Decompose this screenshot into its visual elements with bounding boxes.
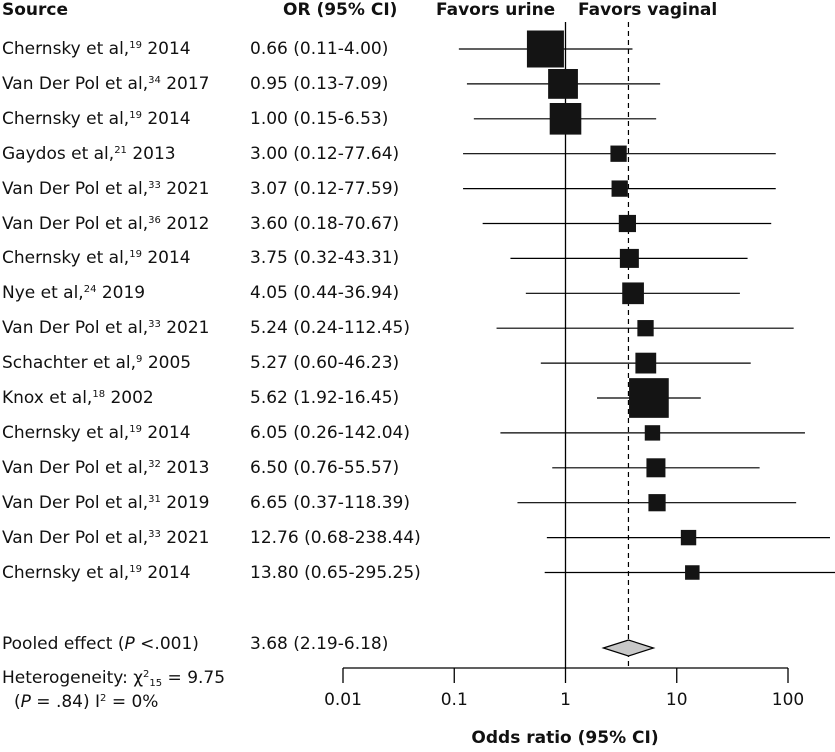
study-weight-square bbox=[610, 145, 627, 162]
x-tick-label: 1 bbox=[560, 690, 571, 710]
x-tick-label: 100 bbox=[771, 690, 805, 710]
study-source: Chernsky et al,19 2014 bbox=[2, 108, 191, 129]
study-source: Van Der Pol et al,34 2017 bbox=[2, 73, 210, 94]
study-or-ci: 13.80 (0.65-295.25) bbox=[250, 562, 421, 583]
study-or-ci: 1.00 (0.15-6.53) bbox=[250, 108, 389, 129]
study-or-ci: 6.05 (0.26-142.04) bbox=[250, 422, 410, 443]
study-weight-square bbox=[680, 529, 697, 546]
study-weight-square bbox=[635, 352, 657, 374]
study-weight-square bbox=[685, 565, 700, 580]
study-or-ci: 0.66 (0.11-4.00) bbox=[250, 39, 389, 59]
study-or-ci: 3.00 (0.12-77.64) bbox=[250, 143, 400, 164]
study-or-ci: 3.07 (0.12-77.59) bbox=[250, 178, 400, 199]
study-source: Gaydos et al,21 2013 bbox=[2, 143, 176, 164]
study-weight-square bbox=[548, 69, 578, 99]
study-or-ci: 6.50 (0.76-55.57) bbox=[250, 457, 400, 478]
study-or-ci: 5.27 (0.60-46.23) bbox=[250, 353, 400, 374]
study-or-ci: 5.24 (0.24-112.45) bbox=[250, 318, 410, 339]
study-weight-square bbox=[622, 282, 644, 305]
x-tick-label: 0.01 bbox=[324, 690, 362, 710]
pooled-effect-or: 3.68 (2.19-6.18) bbox=[250, 634, 389, 654]
x-tick-label: 0.1 bbox=[440, 690, 468, 710]
study-weight-square bbox=[549, 103, 582, 135]
study-source: Chernsky et al,19 2014 bbox=[2, 422, 191, 443]
pooled-diamond bbox=[601, 639, 656, 657]
study-source: Van Der Pol et al,32 2013 bbox=[2, 457, 210, 478]
study-or-ci: 5.62 (1.92-16.45) bbox=[250, 388, 400, 408]
study-or-ci: 3.60 (0.18-70.67) bbox=[250, 213, 400, 234]
study-source: Van Der Pol et al,33 2021 bbox=[2, 318, 210, 339]
study-weight-square bbox=[629, 378, 669, 418]
x-tick-label: 10 bbox=[665, 690, 688, 710]
or-ci-header: OR (95% CI) bbox=[283, 0, 398, 20]
favors-urine-header: Favors urine bbox=[436, 0, 556, 20]
heterogeneity-p: (P = .84) I2 = 0% bbox=[14, 692, 159, 712]
study-source: Knox et al,18 2002 bbox=[2, 388, 154, 408]
study-source: Nye et al,24 2019 bbox=[2, 283, 146, 304]
study-or-ci: 6.65 (0.37-118.39) bbox=[250, 492, 410, 513]
study-or-ci: 12.76 (0.68-238.44) bbox=[250, 527, 421, 548]
study-or-ci: 0.95 (0.13-7.09) bbox=[250, 73, 389, 94]
study-weight-square bbox=[619, 248, 639, 268]
study-source: Chernsky et al,19 2014 bbox=[2, 39, 191, 59]
heterogeneity-stat: Heterogeneity: χ215 = 9.75 bbox=[2, 668, 226, 689]
study-source: Van Der Pol et al,31 2019 bbox=[2, 492, 210, 513]
study-source: Van Der Pol et al,36 2012 bbox=[2, 213, 210, 234]
study-weight-square bbox=[611, 180, 628, 197]
study-source: Chernsky et al,19 2014 bbox=[2, 562, 191, 583]
source-header: Source bbox=[2, 0, 69, 20]
study-weight-square bbox=[526, 30, 564, 68]
study-source: Chernsky et al,19 2014 bbox=[2, 248, 191, 269]
study-source: Van Der Pol et al,33 2021 bbox=[2, 178, 210, 199]
study-weight-square bbox=[637, 320, 654, 337]
study-or-ci: 4.05 (0.44-36.94) bbox=[250, 283, 400, 304]
x-axis-label: Odds ratio (95% CI) bbox=[471, 728, 659, 748]
study-weight-square bbox=[644, 425, 661, 441]
study-source: Van Der Pol et al,33 2021 bbox=[2, 527, 210, 548]
favors-vaginal-header: Favors vaginal bbox=[578, 0, 718, 20]
pooled-effect-label: Pooled effect (P <.001) bbox=[2, 634, 199, 654]
study-source: Schachter et al,9 2005 bbox=[2, 353, 192, 374]
study-weight-square bbox=[646, 458, 666, 478]
study-weight-square bbox=[648, 494, 666, 512]
study-weight-square bbox=[618, 214, 636, 233]
study-or-ci: 3.75 (0.32-43.31) bbox=[250, 248, 400, 269]
